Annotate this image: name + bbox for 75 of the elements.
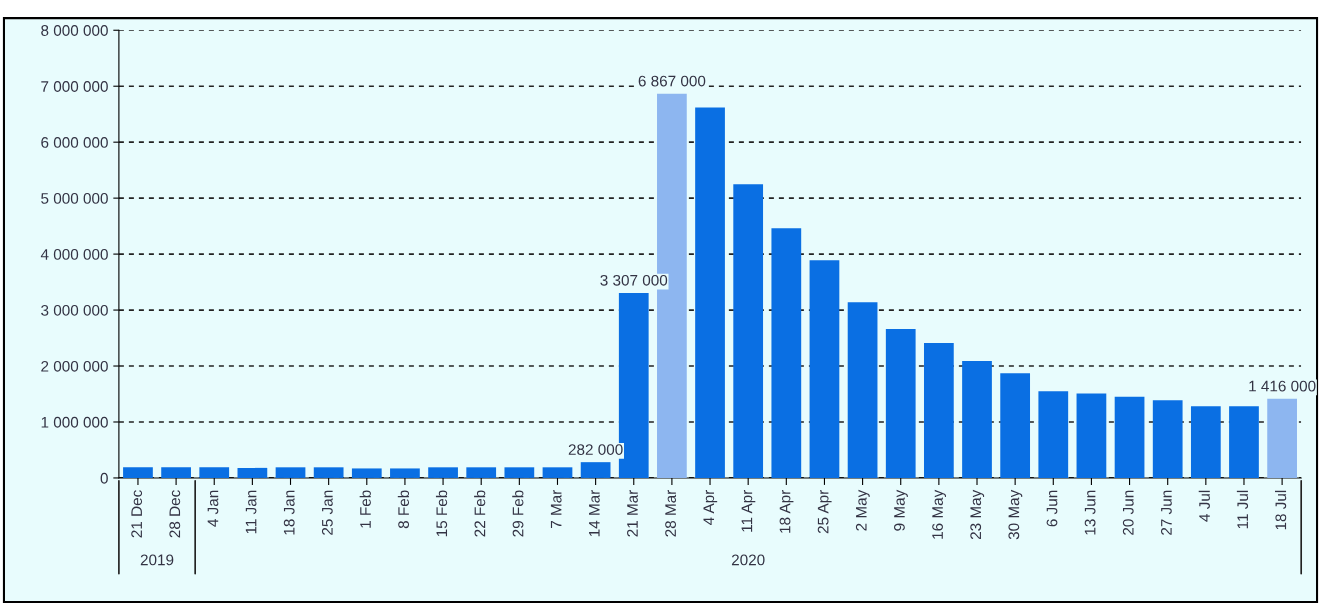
- bar: [1000, 373, 1031, 478]
- bar: [885, 329, 916, 478]
- x-tick-label: 11 Jul: [1236, 490, 1249, 529]
- x-tick-label: 11 Jan: [245, 490, 257, 534]
- bar: [390, 468, 420, 478]
- y-tick-label: 7 000 000: [41, 81, 108, 92]
- x-tick-label: 4 Jan: [207, 490, 219, 527]
- y-tick-label: 2 000 000: [41, 360, 108, 372]
- bar: [847, 302, 878, 478]
- bar: [199, 467, 230, 478]
- x-tick-label: 14 Mar: [589, 490, 600, 537]
- x-tick-label: 1 Feb: [359, 490, 371, 528]
- x-tick-label: 11 Apr: [741, 490, 756, 532]
- x-tick-label: 20 Jun: [1122, 490, 1134, 535]
- x-tick-label: 6 Jun: [1046, 490, 1058, 527]
- bar: [1229, 406, 1259, 478]
- bar: [161, 467, 191, 478]
- x-tick-label: 13 Jun: [1084, 490, 1096, 535]
- bar: [542, 467, 573, 478]
- text: 2020: [731, 554, 765, 566]
- bar: [923, 343, 954, 478]
- y-tick-label: 0: [100, 472, 108, 484]
- x-tick-label: 21 Dec: [131, 490, 143, 538]
- x-tick-label: 8 Feb: [397, 490, 410, 529]
- x-tick-label: 25 Apr: [817, 490, 832, 534]
- x-tick-label: 30 May: [1008, 489, 1023, 540]
- bar: [1152, 400, 1183, 478]
- x-tick-label: 18 Apr: [779, 490, 794, 533]
- bar: [237, 467, 268, 478]
- y-tick-label: 4 000 000: [40, 248, 108, 260]
- x-tick-label: 15 Feb: [435, 490, 448, 537]
- data-label: 1 416 000: [1249, 380, 1316, 392]
- x-tick-label: 7 Mar: [550, 490, 562, 529]
- x-tick-label: 9 May: [894, 489, 908, 531]
- x-tick-label: 22 Feb: [474, 490, 486, 537]
- bar: [771, 228, 802, 478]
- bar: [580, 462, 611, 478]
- x-tick-label: 18 Jul: [1274, 490, 1287, 530]
- y-tick-label: 3 000 000: [41, 304, 108, 316]
- x-tick-label: 29 Feb: [512, 490, 524, 537]
- x-tick-label: 25 Jan: [321, 490, 333, 535]
- x-tick-label: 28 Dec: [169, 490, 181, 538]
- x-tick-label: 4 Jul: [1198, 490, 1210, 522]
- y-tick-label: 6 000 000: [41, 137, 108, 148]
- y-tick-label: 1 000 000: [41, 416, 108, 428]
- bar: [1267, 398, 1297, 478]
- bar: [428, 467, 458, 478]
- bar: [1114, 396, 1145, 478]
- x-tick-label: 2 May: [855, 489, 870, 531]
- bar: [313, 467, 344, 478]
- bar: [1038, 391, 1069, 478]
- x-tick-label: 16 May: [932, 489, 946, 539]
- bar: [1076, 393, 1107, 478]
- x-tick-label: 18 Jan: [283, 490, 295, 535]
- bar: [1190, 406, 1221, 478]
- x-tick-label: 27 Jun: [1160, 490, 1172, 535]
- x-tick-label: 23 May: [970, 489, 985, 540]
- bar: [504, 467, 535, 478]
- bar: [123, 467, 153, 478]
- bar: [275, 467, 306, 478]
- y-tick-label: 8 000 000: [41, 25, 108, 36]
- x-tick-label: 28 Mar: [665, 490, 676, 537]
- data-label: 3 307 000: [600, 274, 668, 286]
- x-tick-label: 21 Mar: [627, 490, 638, 537]
- y-tick-label: 5 000 000: [41, 193, 108, 204]
- bar: [809, 260, 840, 478]
- bar: [695, 107, 725, 478]
- bar: [351, 468, 382, 478]
- data-label: 282 000: [568, 444, 623, 455]
- x-tick-label: 4 Apr: [703, 490, 718, 526]
- bar: [466, 467, 497, 478]
- text: 2019: [140, 554, 174, 566]
- bar: [733, 184, 764, 478]
- data-label: 6 867 000: [638, 75, 706, 87]
- bar: [962, 360, 992, 478]
